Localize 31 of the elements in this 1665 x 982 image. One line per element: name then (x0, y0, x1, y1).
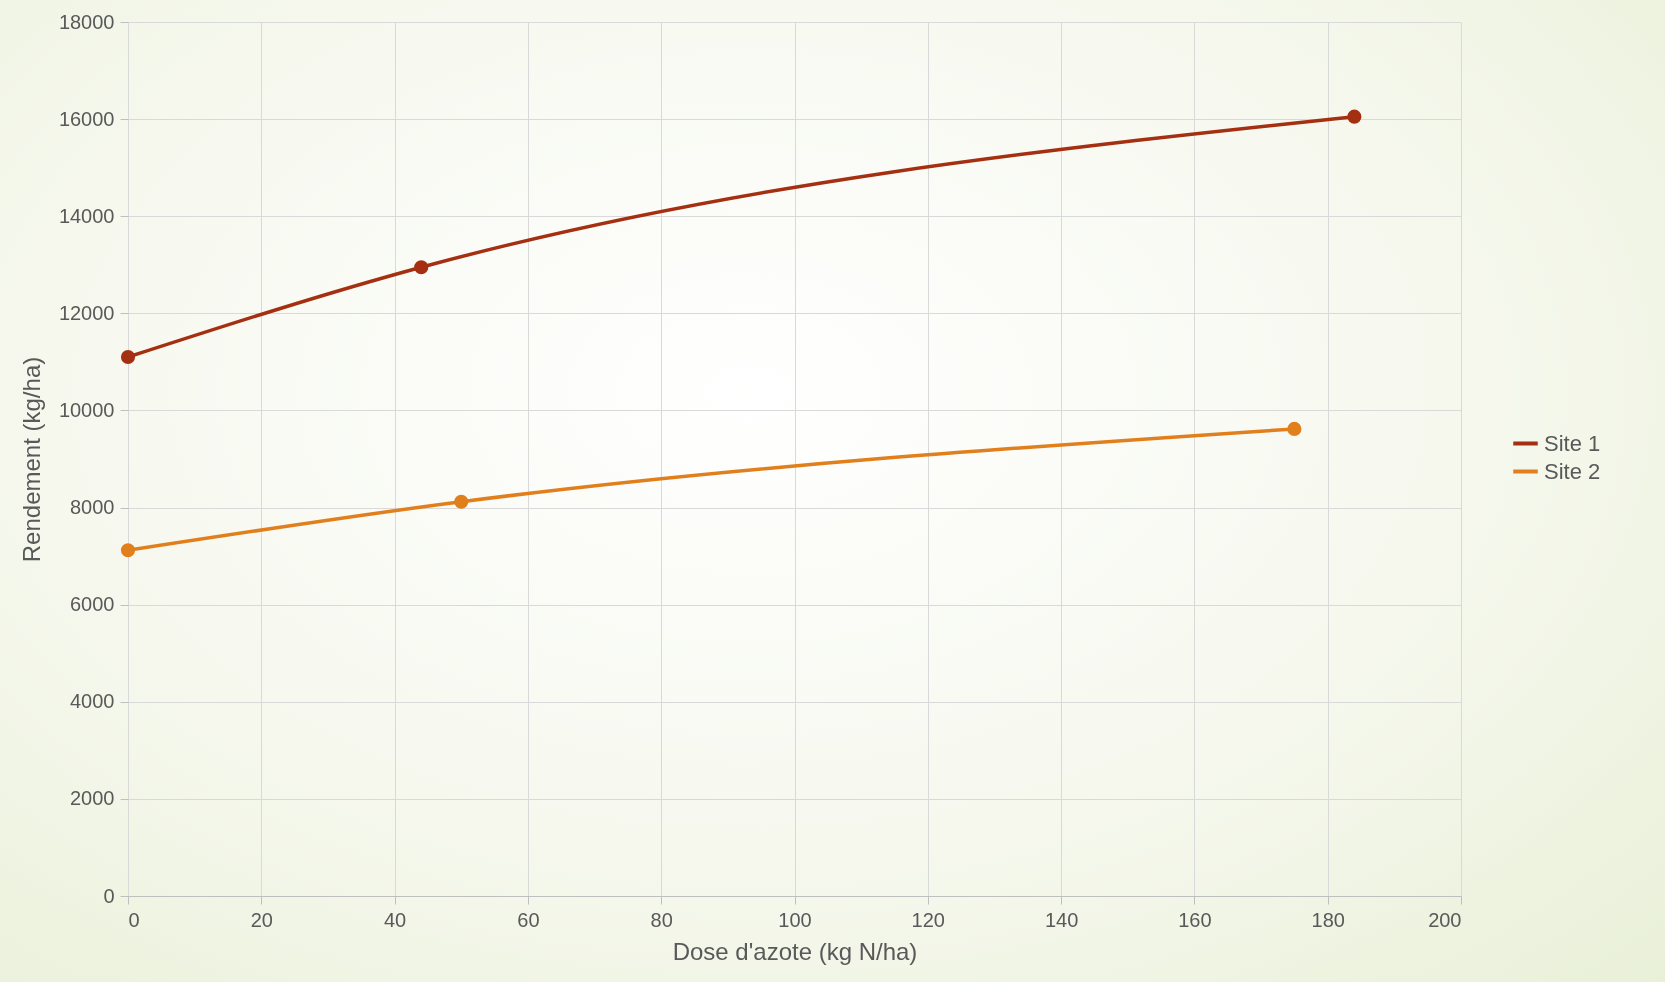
point (414, 260, 429, 275)
y-axis-title: Rendement (kg/ha) (17, 356, 45, 563)
y-tick-label: 6000 (70, 593, 115, 616)
x-tick-label: 140 (1044, 908, 1079, 931)
x-tick-label: 40 (383, 908, 407, 931)
x-tick-label: 0 (128, 908, 140, 931)
y-tick-label: 16000 (58, 107, 115, 130)
x-tick-label: 20 (250, 908, 273, 931)
point (120, 349, 136, 365)
y-tick-label: 18000 (58, 10, 115, 33)
x-axis-title: Dose d'azote (kg N/ha) (672, 937, 918, 965)
x-tick-label: 160 (1178, 908, 1212, 931)
y-tick-label: 8000 (70, 496, 115, 519)
legend-label: Site 1 (1544, 430, 1601, 456)
point (1287, 421, 1302, 436)
y-tick-label: 12000 (58, 301, 115, 324)
y-tick-label: 10000 (58, 398, 115, 421)
x-tick-label: 180 (1311, 908, 1345, 931)
legend-label: Site 2 (1544, 458, 1601, 484)
y-tick-label: 4000 (70, 690, 115, 713)
point (1347, 109, 1362, 124)
point (120, 543, 136, 558)
y-tick-label: 14000 (58, 204, 115, 227)
y-tick-label: 0 (103, 884, 115, 907)
x-tick-label: 100 (778, 908, 812, 931)
y-tick-label: 2000 (70, 787, 115, 810)
x-tick-label: 120 (911, 908, 945, 931)
x-tick-label: 80 (650, 908, 673, 931)
x-tick-label: 60 (517, 908, 540, 931)
point (454, 494, 469, 509)
x-tick-label: 200 (1428, 908, 1462, 931)
